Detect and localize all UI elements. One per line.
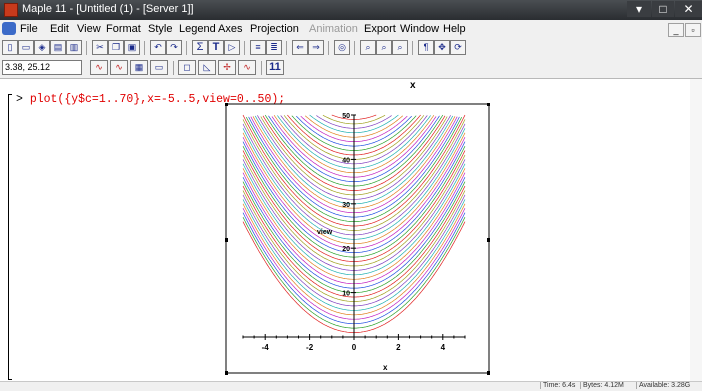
- curve-style-icon[interactable]: ∿: [110, 60, 128, 75]
- redo-icon[interactable]: ↷: [166, 40, 182, 55]
- maple-leaf-icon[interactable]: [2, 22, 16, 35]
- menu-view[interactable]: View: [77, 23, 101, 35]
- menu-axes[interactable]: Axes: [218, 23, 243, 35]
- x-tick-label: 2: [396, 343, 401, 352]
- y-tick-label: 10: [342, 291, 350, 298]
- normal-axes-icon[interactable]: ✢: [218, 60, 236, 75]
- status-bytes: Bytes: 4.12M: [580, 382, 624, 389]
- boxed-axes-icon[interactable]: ◻: [178, 60, 196, 75]
- status-time: Time: 6.4s: [540, 382, 575, 389]
- scaling-constrained-button[interactable]: 11: [266, 60, 284, 75]
- zoom-150-icon[interactable]: ⌕: [376, 40, 392, 55]
- menu-projection[interactable]: Projection: [250, 23, 299, 35]
- plot-handle-br[interactable]: [487, 371, 490, 375]
- plot-region[interactable]: -4 -2 0 2 4 10 20 30 40 50 view x: [225, 103, 490, 375]
- minimize-button[interactable]: ▾: [627, 1, 651, 17]
- status-available: Available: 3.28G: [636, 382, 690, 389]
- toolbar-separator: [328, 41, 329, 55]
- show-markers-icon[interactable]: ¶: [418, 40, 434, 55]
- paste-icon[interactable]: ▣: [124, 40, 140, 55]
- grid-icon[interactable]: ▦: [130, 60, 148, 75]
- menu-help[interactable]: Help: [443, 23, 466, 35]
- plot-title-x: x: [410, 80, 416, 91]
- y-tick-label: 50: [342, 113, 350, 120]
- copy-icon[interactable]: ❐: [108, 40, 124, 55]
- toolbar-separator: [244, 41, 245, 55]
- open-url-icon[interactable]: ◈: [34, 40, 50, 55]
- undo-icon[interactable]: ↶: [150, 40, 166, 55]
- insert-section-icon[interactable]: ≡: [250, 40, 266, 55]
- toolbar-separator: [286, 41, 287, 55]
- x-axis-label: x: [383, 363, 388, 372]
- main-toolbar: ▯ ▭ ◈ ▤ ▥ ✂ ❐ ▣ ↶ ↷ Σ T ▷ ≡ ≣ ⇐ ⇒ ◎ ⌕ ⌕ …: [0, 38, 702, 58]
- x-tick-label: 0: [352, 343, 357, 352]
- remove-section-icon[interactable]: ≣: [266, 40, 282, 55]
- print-icon[interactable]: ▥: [66, 40, 82, 55]
- x-tick-label: -4: [262, 343, 270, 352]
- patch-icon[interactable]: ▭: [150, 60, 168, 75]
- mdi-minimize-button[interactable]: _: [668, 23, 684, 37]
- toolbar-separator: [354, 41, 355, 55]
- y-tick-label: 40: [342, 157, 350, 164]
- cut-icon[interactable]: ✂: [92, 40, 108, 55]
- toolbar-separator: [261, 61, 262, 75]
- plot-handle-tr[interactable]: [487, 103, 490, 106]
- save-icon[interactable]: ▤: [50, 40, 66, 55]
- y-tick-label: 30: [342, 202, 350, 209]
- back-icon[interactable]: ⇐: [292, 40, 308, 55]
- mdi-restore-button[interactable]: ▫: [685, 23, 701, 37]
- plot-handle-l[interactable]: [225, 238, 228, 242]
- plot-handle-r[interactable]: [487, 238, 490, 242]
- close-button[interactable]: ✕: [675, 1, 702, 17]
- input-line[interactable]: > plot({y$c=1..70},x=-5..5,view=0..50);: [16, 93, 285, 106]
- maximize-button[interactable]: □: [652, 1, 674, 17]
- menu-edit[interactable]: Edit: [50, 23, 69, 35]
- window-title: Maple 11 - [Untitled (1) - [Server 1]]: [22, 3, 194, 15]
- forward-icon[interactable]: ⇒: [308, 40, 324, 55]
- plot-command[interactable]: plot({y$c=1..70},x=-5..5,view=0..50);: [29, 93, 286, 106]
- menu-legend[interactable]: Legend: [179, 23, 216, 35]
- text-mode-icon[interactable]: T: [208, 40, 224, 55]
- title-bar: Maple 11 - [Untitled (1) - [Server 1]] ▾…: [0, 0, 702, 20]
- menu-window[interactable]: Window: [400, 23, 440, 35]
- x-tick-label: 4: [441, 343, 446, 352]
- y-axis-label: view: [317, 229, 333, 236]
- stop-icon[interactable]: ◎: [334, 40, 350, 55]
- prompt-symbol: >: [16, 93, 23, 106]
- plot-toolbar: 3.38, 25.12 ∿ ∿ ▦ ▭ ◻ ◺ ✢ ∿ 11: [0, 58, 702, 79]
- menu-export[interactable]: Export: [364, 23, 396, 35]
- plot-handle-tl[interactable]: [225, 103, 228, 106]
- toolbar-separator: [412, 41, 413, 55]
- toolbar-separator: [186, 41, 187, 55]
- toolbar-separator: [144, 41, 145, 55]
- x-tick-label: -2: [306, 343, 314, 352]
- toolbar-separator: [86, 41, 87, 55]
- zoom-200-icon[interactable]: ⌕: [392, 40, 408, 55]
- expand-icon[interactable]: ✥: [434, 40, 450, 55]
- math-mode-icon[interactable]: Σ: [192, 40, 208, 55]
- restart-icon[interactable]: ⟳: [450, 40, 466, 55]
- menu-animation[interactable]: Animation: [309, 23, 358, 35]
- coordinates-field[interactable]: 3.38, 25.12: [2, 60, 82, 75]
- y-tick-label: 20: [342, 246, 350, 253]
- open-icon[interactable]: ▭: [18, 40, 34, 55]
- line-style-icon[interactable]: ∿: [90, 60, 108, 75]
- new-icon[interactable]: ▯: [2, 40, 18, 55]
- execution-group-bracket[interactable]: [8, 94, 12, 380]
- menu-format[interactable]: Format: [106, 23, 141, 35]
- maple-app-icon[interactable]: [4, 3, 18, 17]
- zoom-100-icon[interactable]: ⌕: [360, 40, 376, 55]
- axes-group: -4 -2 0 2 4 10 20 30 40 50: [242, 113, 466, 352]
- plot-handle-bl[interactable]: [225, 371, 228, 375]
- toolbar-separator: [173, 61, 174, 75]
- framed-axes-icon[interactable]: ◺: [198, 60, 216, 75]
- vertical-scrollbar[interactable]: [690, 79, 702, 381]
- status-bar: Time: 6.4s Bytes: 4.12M Available: 3.28G: [0, 381, 702, 391]
- menu-style[interactable]: Style: [148, 23, 173, 35]
- menu-file[interactable]: File: [20, 23, 38, 35]
- no-axes-icon[interactable]: ∿: [238, 60, 256, 75]
- menu-bar: File Edit View Format Style Legend Axes …: [0, 20, 702, 39]
- execute-group-icon[interactable]: ▷: [224, 40, 240, 55]
